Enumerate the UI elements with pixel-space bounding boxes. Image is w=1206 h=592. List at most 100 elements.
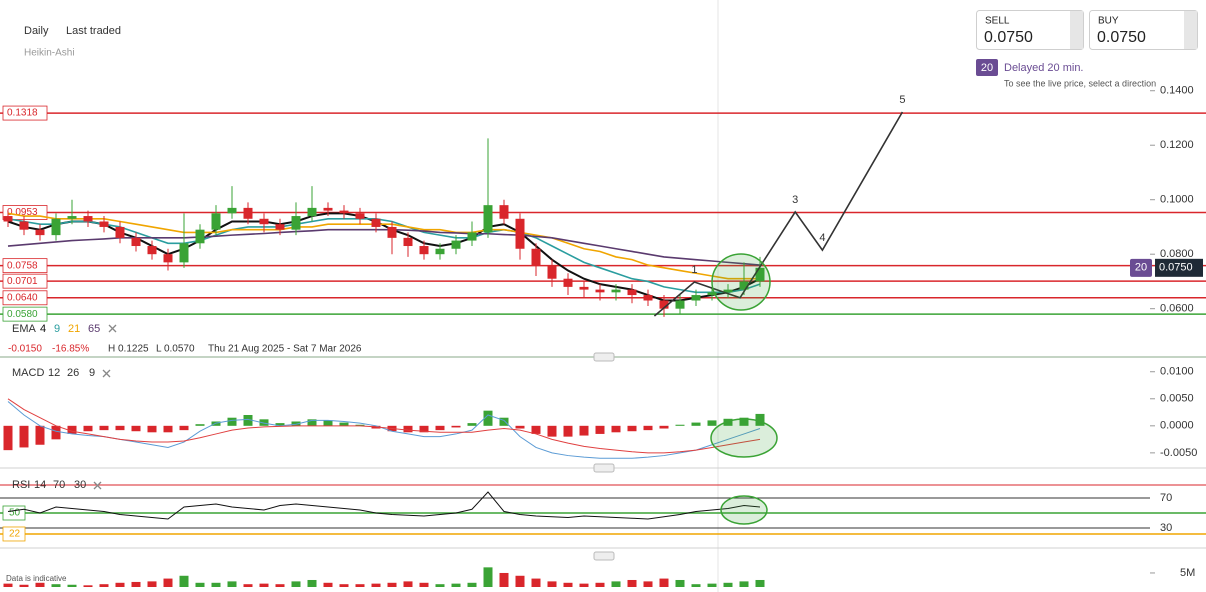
level-label: 22 [9, 529, 21, 540]
volume-bar [83, 585, 93, 587]
candle-body [179, 243, 189, 263]
macd-title: MACD [12, 367, 44, 379]
macd-histogram-bar [547, 425, 557, 437]
delay-badge-bg [976, 59, 998, 76]
buy-button[interactable]: BUY 0.0750 [1089, 10, 1198, 50]
candle-body [419, 246, 429, 255]
macd-histogram-bar [227, 417, 237, 426]
candle-body [499, 205, 509, 219]
resize-handle[interactable] [593, 463, 615, 473]
volume-bar [499, 572, 509, 587]
timeframe[interactable]: Daily [24, 25, 49, 37]
candle-body [307, 207, 317, 217]
macd-histogram-bar [403, 425, 413, 433]
y-tick-label: 70 [1160, 492, 1172, 504]
macd-histogram-bar [563, 425, 573, 437]
macd-histogram-bar [627, 425, 637, 432]
volume-bar [531, 578, 541, 587]
ema-line [7, 217, 761, 294]
candle-body [675, 300, 685, 309]
wave-label: 1 [691, 264, 697, 276]
candle-body [323, 207, 333, 211]
volume-bar [451, 583, 461, 587]
volume-bar [755, 579, 765, 587]
highlight-circle [711, 253, 771, 311]
y-tick-label: 0.1400 [1160, 85, 1194, 97]
level-label-box [2, 105, 48, 121]
level-label-box [2, 290, 48, 306]
sell-button[interactable]: SELL 0.0750 [976, 10, 1084, 50]
macd-histogram-bar [147, 425, 157, 433]
close-icon[interactable] [93, 481, 102, 490]
candle-body [435, 248, 445, 255]
volume-bar [115, 582, 125, 587]
rsi-param: 30 [74, 479, 86, 491]
price-badge: 20 [1135, 262, 1147, 274]
last-price-label: 0.0750 [1159, 262, 1193, 274]
y-tick-label: -0.0050 [1160, 447, 1197, 459]
volume-bar [563, 582, 573, 587]
buy-price: 0.0750 [1097, 29, 1146, 46]
period-high: H 0.1225 [108, 344, 149, 355]
volume-bar [179, 575, 189, 587]
candle-body [611, 289, 621, 293]
y-tick-label: 0.0800 [1160, 248, 1194, 260]
close-icon[interactable] [102, 369, 111, 378]
price-type[interactable]: Last traded [66, 25, 121, 37]
macd-histogram-bar [419, 425, 429, 433]
macd-histogram-bar [163, 425, 173, 433]
wave-label: 5 [899, 94, 905, 106]
highlight-circle [710, 418, 778, 458]
level-label: 0.0953 [7, 207, 38, 218]
ema-line [7, 212, 760, 280]
macd-line [7, 401, 761, 459]
macd-histogram-bar [195, 424, 205, 426]
macd-histogram-bar [275, 423, 285, 426]
volume-bar [163, 578, 173, 587]
candle-body [659, 300, 669, 309]
candle-body [131, 237, 141, 247]
candle-body [67, 216, 77, 219]
level-label: 0.0701 [7, 276, 38, 287]
macd-histogram-bar [3, 425, 13, 451]
macd-histogram-bar [483, 410, 493, 426]
ema-legend-title: EMA [12, 323, 37, 335]
macd-histogram-bar [755, 413, 765, 426]
level-label: 0.0580 [7, 309, 38, 320]
macd-histogram-bar [99, 425, 109, 431]
candle-body [259, 218, 269, 225]
volume-bar [307, 579, 317, 587]
level-label-box [2, 273, 48, 289]
candle-body [355, 213, 365, 219]
candle-body [19, 221, 29, 230]
legend-entry: 21 [68, 323, 80, 335]
price-badge-bg [1130, 258, 1152, 277]
volume-bar [723, 582, 733, 587]
resize-handle[interactable] [593, 551, 615, 561]
macd-histogram-bar [355, 424, 365, 426]
delay-badge: 20 [981, 62, 993, 74]
macd-histogram-bar [67, 425, 77, 434]
resize-handle[interactable] [593, 352, 615, 362]
macd-histogram-bar [531, 425, 541, 434]
volume-bar [275, 584, 285, 587]
highlight-circle [720, 495, 768, 525]
candle-body [643, 295, 653, 301]
data-note: Data is indicative [6, 574, 67, 583]
level-label-box [2, 258, 48, 274]
volume-bar [259, 583, 269, 587]
macd-histogram-bar [691, 422, 701, 426]
volume-bar [403, 581, 413, 587]
close-icon[interactable] [108, 324, 117, 333]
candle-body [83, 216, 93, 222]
rsi-param: 70 [53, 479, 65, 491]
candle-body [147, 246, 157, 255]
macd-histogram-bar [291, 421, 301, 426]
candle-body [451, 240, 461, 249]
buy-label: BUY [1098, 16, 1119, 27]
y-tick-label: 30 [1160, 522, 1172, 534]
volume-bar [3, 583, 13, 587]
volume-bar [371, 583, 381, 587]
candle-body [627, 289, 637, 296]
macd-histogram-bar [451, 425, 461, 428]
